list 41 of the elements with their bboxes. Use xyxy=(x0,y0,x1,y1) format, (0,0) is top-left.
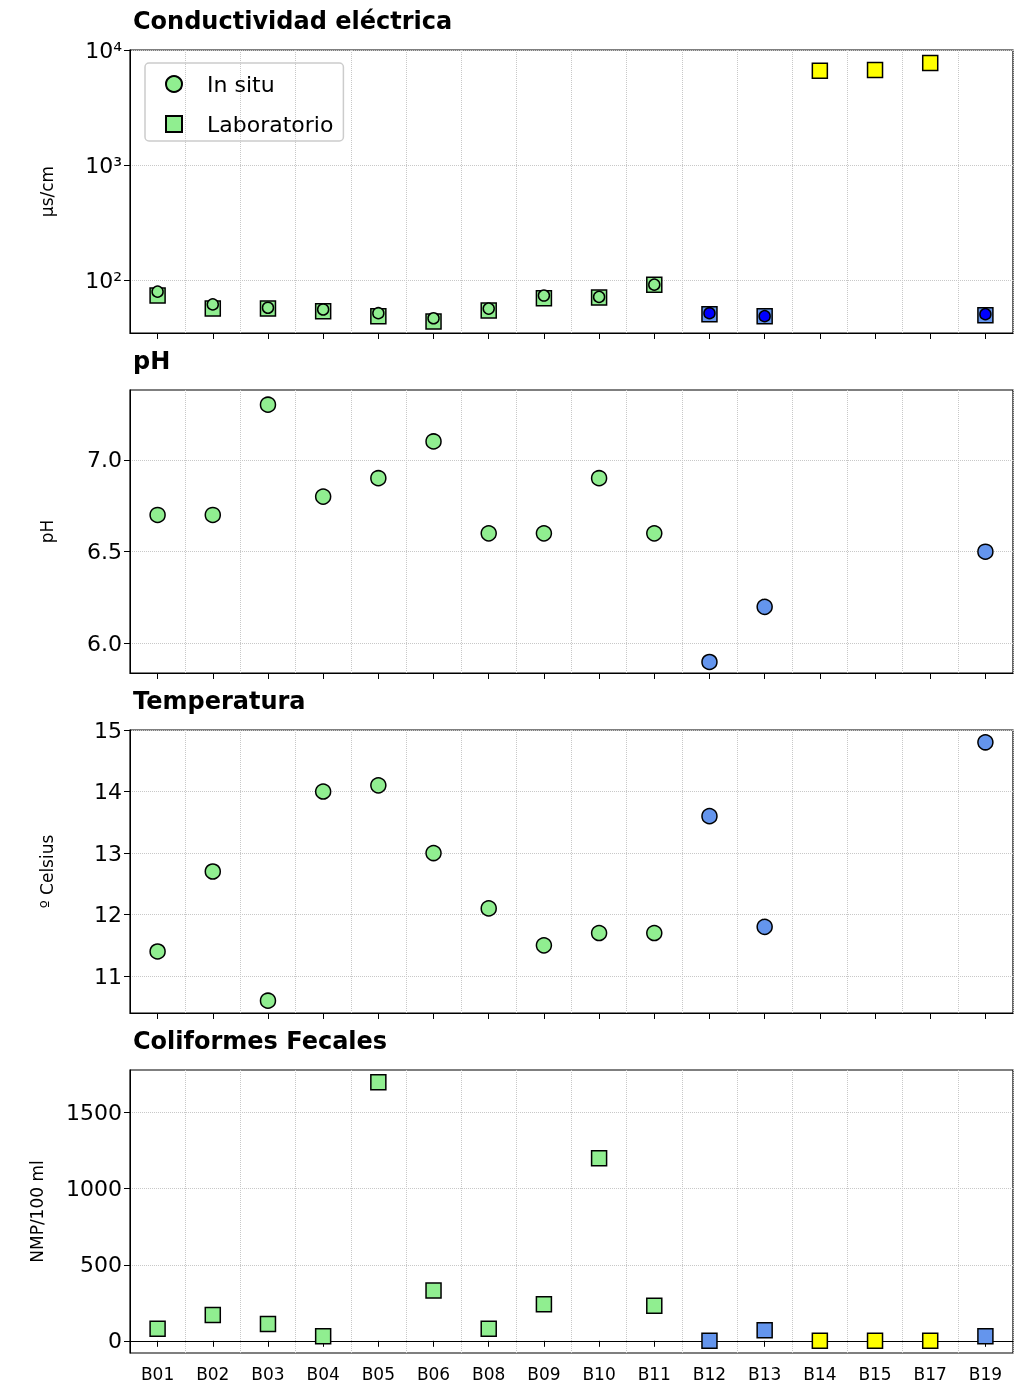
y-tick-label: 1500 xyxy=(66,1100,122,1126)
chart-title: pH xyxy=(133,347,171,375)
y-tick-label: 6.5 xyxy=(87,539,122,565)
x-tick-label: B12 xyxy=(692,1363,727,1384)
chart-title: Coliformes Fecales xyxy=(133,1027,388,1055)
x-tick-label: B05 xyxy=(361,1363,395,1384)
y-tick-label: 15 xyxy=(94,717,122,743)
x-tick-label: B19 xyxy=(968,1363,1003,1384)
chart-title: Temperatura xyxy=(133,687,306,715)
y-tick-label: 6.0 xyxy=(87,631,122,657)
y-tick-label: 10³ xyxy=(85,152,122,178)
y-tick-label: 13 xyxy=(94,840,122,866)
x-tick-label: B01 xyxy=(140,1363,175,1384)
x-tick-label: B03 xyxy=(251,1363,285,1384)
x-tick-label: B02 xyxy=(196,1363,230,1384)
y-tick-label: 1000 xyxy=(66,1176,122,1202)
x-tick-label: B08 xyxy=(472,1363,506,1384)
y-tick-label: 10² xyxy=(85,267,122,293)
y-axis-title: º Celsius xyxy=(36,834,57,909)
x-tick-label: B13 xyxy=(748,1363,782,1384)
x-tick-label: B15 xyxy=(858,1363,892,1384)
y-tick-label: 12 xyxy=(94,902,122,928)
legend-label: Laboratorio xyxy=(207,111,334,137)
chart-title: Conductividad eléctrica xyxy=(133,7,453,35)
y-axis-title: µs/cm xyxy=(36,165,57,218)
x-tick-label: B10 xyxy=(582,1363,616,1384)
y-tick-label: 7.0 xyxy=(87,447,122,473)
x-tick-label: B04 xyxy=(306,1363,340,1384)
x-tick-label: B09 xyxy=(527,1363,561,1384)
y-tick-label: 500 xyxy=(80,1252,122,1278)
x-tick-label: B17 xyxy=(913,1363,947,1384)
y-axis-title: pH xyxy=(36,519,57,544)
y-tick-label: 14 xyxy=(94,779,122,805)
x-tick-label: B06 xyxy=(416,1363,451,1384)
y-tick-label: 11 xyxy=(94,963,122,989)
x-tick-label: B14 xyxy=(803,1363,837,1384)
x-tick-label: B11 xyxy=(637,1363,671,1384)
legend-label: In situ xyxy=(207,71,275,97)
y-tick-label: 0 xyxy=(108,1328,122,1354)
y-tick-label: 10⁴ xyxy=(85,37,123,63)
y-axis-title: NMP/100 ml xyxy=(26,1160,47,1263)
